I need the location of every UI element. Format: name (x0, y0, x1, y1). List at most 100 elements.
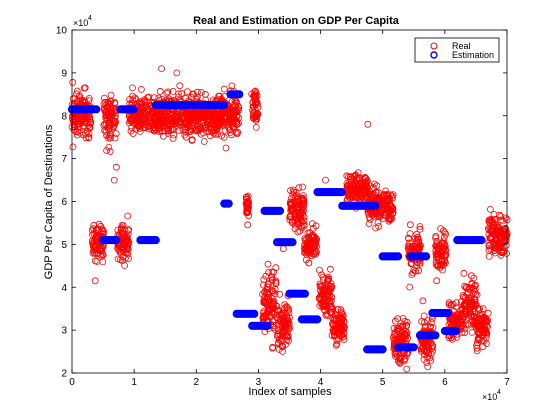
real-point (179, 109, 187, 116)
real-point (274, 307, 282, 315)
real-point (168, 125, 176, 133)
real-point (320, 293, 328, 300)
real-point (117, 256, 124, 264)
real-point (141, 124, 149, 132)
estimation-point (250, 309, 259, 318)
real-point (175, 90, 182, 98)
series-estimation (67, 90, 486, 354)
real-point (365, 220, 373, 227)
real-point (134, 112, 142, 119)
real-point (102, 114, 110, 122)
real-point (263, 301, 271, 309)
real-point (79, 131, 87, 139)
real-point (331, 330, 338, 338)
real-point (461, 325, 469, 333)
real-point (474, 334, 482, 342)
y-tick-label: 10 (56, 26, 68, 37)
real-point (479, 305, 487, 313)
real-point (463, 283, 471, 291)
real-point (461, 329, 469, 337)
real-point (395, 324, 403, 332)
real-point (275, 327, 282, 335)
real-point (336, 320, 344, 328)
real-point (225, 125, 233, 132)
real-point (350, 182, 358, 190)
real-point (128, 124, 136, 131)
real-point (150, 124, 158, 131)
x-tick-label: 5 (380, 377, 386, 388)
real-point (476, 305, 484, 313)
real-point (470, 274, 478, 282)
real-point (370, 180, 378, 188)
real-point (150, 127, 158, 135)
real-point (460, 269, 468, 277)
real-outlier-point (173, 69, 181, 77)
real-point (499, 227, 507, 235)
real-point (389, 333, 397, 341)
real-point (340, 336, 348, 344)
real-point (93, 232, 101, 240)
real-point (244, 221, 252, 229)
real-point (300, 217, 308, 225)
real-point (295, 213, 303, 221)
real-point (413, 230, 421, 238)
real-point (419, 297, 427, 305)
real-point (90, 221, 98, 229)
real-point (300, 202, 307, 210)
real-point (268, 309, 276, 317)
real-point (278, 322, 286, 330)
real-point (481, 314, 489, 322)
real-point (271, 285, 279, 293)
real-point (105, 143, 113, 151)
real-point (354, 173, 362, 181)
real-point (252, 96, 260, 104)
real-point (490, 216, 498, 224)
real-point (197, 130, 205, 138)
real-point (150, 94, 158, 101)
real-point (234, 107, 242, 114)
real-point (193, 88, 201, 96)
y-tick-label: 3 (61, 326, 67, 337)
real-point (368, 192, 376, 200)
real-point (497, 213, 505, 220)
real-point (136, 124, 144, 132)
real-point (251, 93, 259, 101)
real-point (225, 116, 233, 124)
real-point (416, 225, 424, 233)
real-point (109, 117, 117, 125)
real-point (281, 341, 289, 349)
real-point (154, 125, 162, 133)
legend-label-real: Real (452, 41, 471, 51)
estimation-point (477, 236, 486, 245)
real-point (218, 116, 226, 124)
real-point (420, 340, 428, 348)
real-point (394, 325, 402, 333)
real-outlier-point (176, 82, 184, 90)
real-point (369, 210, 376, 217)
real-point (400, 355, 408, 363)
real-point (329, 321, 337, 329)
real-point (320, 288, 328, 296)
real-point (228, 82, 236, 90)
real-point (366, 215, 374, 223)
real-point (154, 113, 162, 121)
y-axis-label: GDP Per Capita of Destinations (43, 124, 55, 279)
real-point (69, 95, 77, 102)
real-point (360, 185, 368, 193)
real-point (83, 128, 91, 135)
real-point (127, 127, 135, 135)
real-point (163, 112, 171, 119)
real-point (181, 128, 189, 136)
real-point (233, 108, 241, 115)
real-outlier-point (322, 176, 329, 184)
real-point (330, 316, 338, 324)
real-point (441, 244, 448, 252)
real-point (473, 291, 481, 299)
real-point (388, 192, 396, 200)
real-point (102, 112, 110, 119)
y-multiplier: ×10 (73, 18, 88, 28)
real-point (417, 347, 425, 355)
real-point (295, 184, 303, 192)
real-point (268, 276, 276, 284)
real-outlier-point (364, 120, 372, 128)
